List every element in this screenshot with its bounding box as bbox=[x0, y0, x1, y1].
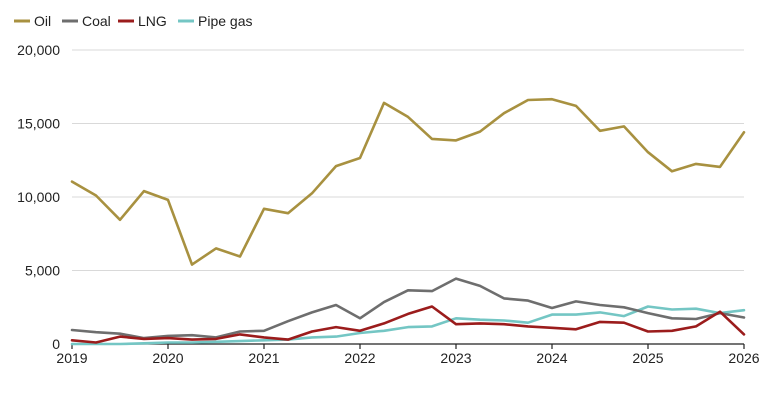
y-tick-label: 15,000 bbox=[17, 116, 60, 132]
y-tick-label: 0 bbox=[52, 336, 60, 352]
x-tick-label: 2022 bbox=[344, 350, 375, 366]
x-tick-label: 2026 bbox=[728, 350, 759, 366]
x-tick-label: 2020 bbox=[152, 350, 183, 366]
legend-label-pipe-gas: Pipe gas bbox=[198, 13, 252, 29]
x-tick-label: 2023 bbox=[440, 350, 471, 366]
grid-layer bbox=[72, 49, 744, 271]
series-layer bbox=[70, 97, 746, 346]
legend-label-lng: LNG bbox=[138, 13, 167, 29]
y-tick-label: 5,000 bbox=[25, 263, 60, 279]
x-tick-label: 2019 bbox=[56, 350, 87, 366]
series-line-pipe-gas bbox=[70, 305, 746, 346]
axis-layer: 0 5,000 10,000 15,000 20,000 2019 2020 2021 2022… bbox=[17, 42, 760, 366]
y-tick-label: 10,000 bbox=[17, 189, 60, 205]
x-tick-label: 2025 bbox=[632, 350, 663, 366]
series-line-coal bbox=[70, 277, 746, 340]
legend: Oil Coal LNG Pipe gas bbox=[14, 13, 252, 29]
series-line-lng bbox=[70, 305, 746, 344]
legend-label-coal: Coal bbox=[82, 13, 111, 29]
series-line-oil bbox=[70, 97, 746, 266]
x-tick-label: 2024 bbox=[536, 350, 567, 366]
legend-label-oil: Oil bbox=[34, 13, 51, 29]
y-tick-label: 20,000 bbox=[17, 42, 60, 58]
x-tick-label: 2021 bbox=[248, 350, 279, 366]
